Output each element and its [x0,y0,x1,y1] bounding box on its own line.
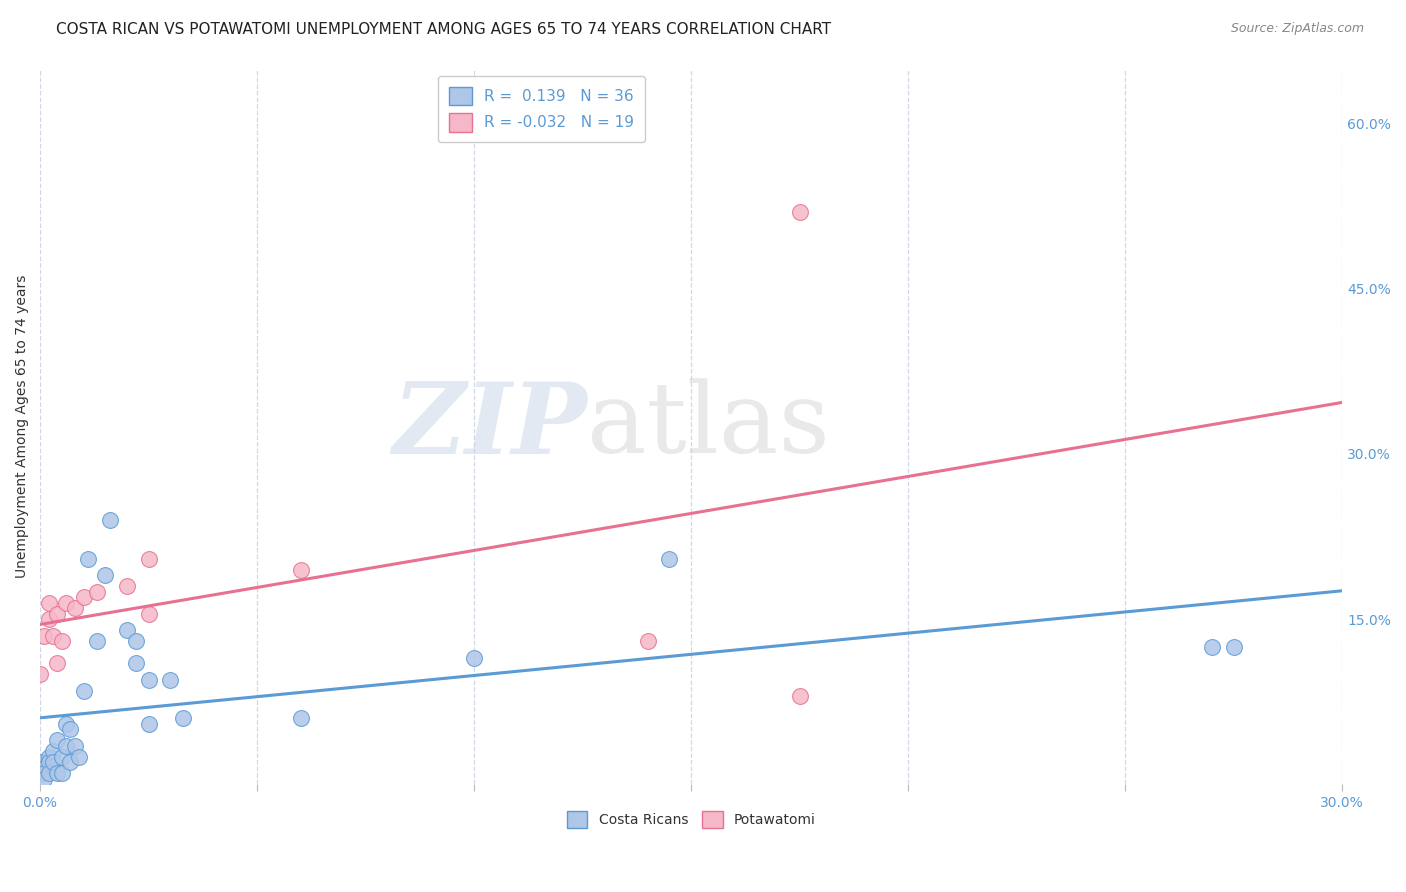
Point [55,716,77,731]
Text: Source: ZipAtlas.com: Source: ZipAtlas.com [1230,22,1364,36]
Point [94,568,117,582]
Text: ZIP: ZIP [392,378,588,475]
Point [55,739,77,753]
Point [1222,640,1244,654]
Point [30,756,52,770]
Point [124,657,146,671]
Point [42,744,65,758]
Point [138,716,160,731]
Point [38,596,60,610]
Point [51,634,73,648]
Point [138,551,160,566]
Point [38,766,60,780]
Point [59,756,82,770]
Point [55,596,77,610]
Point [38,612,60,626]
Point [172,711,194,725]
Point [290,563,312,577]
Point [34,761,56,775]
Point [76,551,98,566]
Point [51,750,73,764]
Point [42,629,65,643]
Y-axis label: Unemployment Among Ages 65 to 74 years: Unemployment Among Ages 65 to 74 years [15,275,30,578]
Point [67,750,90,764]
Point [1201,640,1223,654]
Point [124,634,146,648]
Point [72,590,94,604]
Point [46,657,69,671]
Point [38,756,60,770]
Point [138,607,160,621]
Point [138,673,160,687]
Point [290,711,312,725]
Text: atlas: atlas [588,378,830,475]
Point [63,601,86,615]
Text: COSTA RICAN VS POTAWATOMI UNEMPLOYMENT AMONG AGES 65 TO 74 YEARS CORRELATION CHA: COSTA RICAN VS POTAWATOMI UNEMPLOYMENT A… [56,22,831,37]
Point [34,766,56,780]
Point [51,766,73,780]
Point [46,766,69,780]
Point [789,690,811,704]
Point [86,584,108,599]
Point [86,634,108,648]
Point [34,629,56,643]
Legend: Costa Ricans, Potawatomi: Costa Ricans, Potawatomi [560,804,823,835]
Point [115,579,138,593]
Point [42,756,65,770]
Point [98,513,121,527]
Point [34,772,56,786]
Point [30,667,52,681]
Point [658,551,681,566]
Point [59,723,82,737]
Point [159,673,181,687]
Point [789,204,811,219]
Point [38,750,60,764]
Point [72,683,94,698]
Point [46,733,69,747]
Point [637,634,659,648]
Point [46,607,69,621]
Point [115,624,138,638]
Point [63,739,86,753]
Point [463,650,485,665]
